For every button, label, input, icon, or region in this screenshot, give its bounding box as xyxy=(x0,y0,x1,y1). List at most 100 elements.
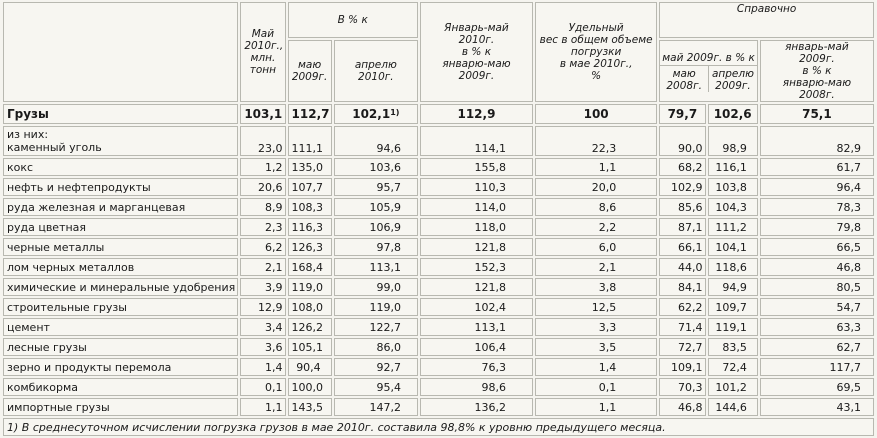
header-line: в мае 2010г., xyxy=(559,58,633,70)
row-value: 118,6 xyxy=(707,258,758,276)
table-row: химические и минеральные удобрения 3,9 119… xyxy=(3,278,874,296)
row-value: 113,1 xyxy=(419,318,533,336)
table-row: нефть и нефтепродукты 20,6 107,7 95,7 110,3 2… xyxy=(3,178,874,196)
row-value: 121,8 xyxy=(419,238,533,256)
row-value: 3,6 xyxy=(240,338,286,356)
row-value: 126,3 xyxy=(287,238,332,256)
row-value: 114,1 xyxy=(419,126,533,156)
row-value: 22,3 xyxy=(534,126,658,156)
row-value: 117,7 xyxy=(759,358,874,376)
total-name: Грузы xyxy=(3,104,239,124)
row-value: 78,3 xyxy=(759,198,874,216)
row-value: 20,6 xyxy=(240,178,286,196)
row-value: 99,0 xyxy=(333,278,418,296)
row-name: импортные грузы xyxy=(3,398,239,416)
row-name-line: черные металлы xyxy=(7,240,105,254)
row-value: 0,1 xyxy=(240,378,286,396)
table-row: строительные грузы 12,9 108,0 119,0 102,4 12,… xyxy=(3,298,874,316)
row-value: 109,7 xyxy=(707,298,758,316)
header-line: маю xyxy=(298,59,322,71)
header-line: 2010г. xyxy=(458,34,495,46)
row-name: руда цветная xyxy=(3,218,239,236)
row-value: 109,1 xyxy=(659,358,706,376)
header-ref-apr2009: апрелю 2009г. xyxy=(709,66,757,92)
row-name-line: лесные грузы xyxy=(7,340,87,354)
row-value: 2,1 xyxy=(534,258,658,276)
row-name: нефть и нефтепродукты xyxy=(3,178,239,196)
row-value: 113,1 xyxy=(333,258,418,276)
row-value: 155,8 xyxy=(419,158,533,176)
header-line: маю xyxy=(672,67,696,80)
total-value: 75,1 xyxy=(759,104,874,124)
row-value: 3,8 xyxy=(534,278,658,296)
row-value: 98,6 xyxy=(419,378,533,396)
row-name-line: руда цветная xyxy=(7,220,87,234)
table-row: кокс 1,2 135,0 103,6 155,8 1,1 68,2 116,1 61,7 xyxy=(3,158,874,176)
row-value: 168,4 xyxy=(287,258,332,276)
row-value: 46,8 xyxy=(759,258,874,276)
table-row: цемент 3,4 126,2 122,7 113,1 3,3 71,4 119,1 63,3 xyxy=(3,318,874,336)
table-row: импортные грузы 1,1 143,5 147,2 136,2 1,1 46,8… xyxy=(3,398,874,416)
row-value: 96,4 xyxy=(759,178,874,196)
row-value: 106,4 xyxy=(419,338,533,356)
row-value: 144,6 xyxy=(707,398,758,416)
row-value: 90,0 xyxy=(659,126,706,156)
row-name: строительные грузы xyxy=(3,298,239,316)
table-row: зерно и продукты перемола 1,4 90,4 92,7 76,3… xyxy=(3,358,874,376)
row-value: 110,3 xyxy=(419,178,533,196)
row-value: 135,0 xyxy=(287,158,332,176)
row-value: 86,0 xyxy=(333,338,418,356)
row-value: 121,8 xyxy=(419,278,533,296)
row-name: химические и минеральные удобрения xyxy=(3,278,239,296)
row-value: 119,0 xyxy=(287,278,332,296)
row-value: 6,2 xyxy=(240,238,286,256)
row-value: 136,2 xyxy=(419,398,533,416)
row-value: 12,5 xyxy=(534,298,658,316)
row-name-line: цемент xyxy=(7,320,50,334)
row-value: 44,0 xyxy=(659,258,706,276)
header-line: 2010г., xyxy=(244,40,284,52)
row-value: 116,1 xyxy=(707,158,758,176)
header-reference-group: Справочно xyxy=(659,2,874,38)
row-value: 101,2 xyxy=(707,378,758,396)
row-value: 1,1 xyxy=(534,158,658,176)
row-value: 116,3 xyxy=(287,218,332,236)
header-line: погрузки xyxy=(570,46,622,58)
header-line: 2008г. xyxy=(666,79,702,92)
header-line: Удельный xyxy=(568,22,624,34)
row-value: 70,3 xyxy=(659,378,706,396)
row-value: 143,5 xyxy=(287,398,332,416)
row-name-line: импортные грузы xyxy=(7,400,110,414)
row-value: 1,2 xyxy=(240,158,286,176)
header-line: Май xyxy=(251,28,275,40)
header-line: январю-маю 2009г. xyxy=(442,58,511,82)
header-ref-may2009: май 2009г. в % к xyxy=(660,51,757,66)
total-value: 79,7 xyxy=(659,104,706,124)
header-may2010: Май 2010г., млн. тонн xyxy=(240,2,286,102)
row-value: 43,1 xyxy=(759,398,874,416)
row-value: 46,8 xyxy=(659,398,706,416)
table-row: лом черных металлов 2,1 168,4 113,1 152,3 2,1… xyxy=(3,258,874,276)
row-value: 71,4 xyxy=(659,318,706,336)
row-value: 1,4 xyxy=(240,358,286,376)
header-line: апрелю 2010г. xyxy=(354,59,397,83)
row-value: 82,9 xyxy=(759,126,874,156)
row-value: 2,2 xyxy=(534,218,658,236)
header-ref-subgroup: май 2009г. в % к маю 2008г. апрелю 2009г. xyxy=(659,40,758,102)
row-value: 23,0 xyxy=(240,126,286,156)
row-value: 63,3 xyxy=(759,318,874,336)
row-value: 84,1 xyxy=(659,278,706,296)
row-name: кокс xyxy=(3,158,239,176)
row-name: руда железная и марганцевая xyxy=(3,198,239,216)
total-value: 112,7 xyxy=(287,104,332,124)
row-name: цемент xyxy=(3,318,239,336)
row-name-line: нефть и нефтепродукты xyxy=(7,180,151,194)
row-name-line: лом черных металлов xyxy=(7,260,135,274)
row-value: 119,1 xyxy=(707,318,758,336)
header-jan-may: Январь-май 2010г. в % к январю-маю 2009г. xyxy=(419,2,533,102)
row-name-line: комбикорма xyxy=(7,380,79,394)
row-value: 83,5 xyxy=(707,338,758,356)
row-value: 152,3 xyxy=(419,258,533,276)
total-value: 102,6 xyxy=(707,104,758,124)
row-value: 1,1 xyxy=(534,398,658,416)
